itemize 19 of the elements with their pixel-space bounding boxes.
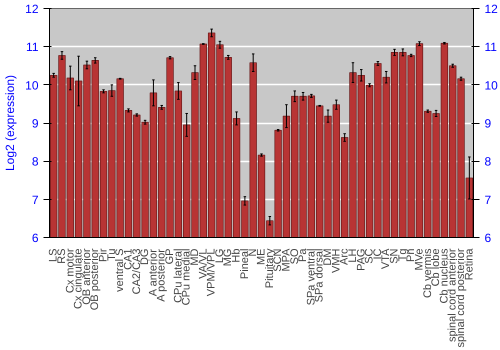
x-tick-label: Retina [463,248,476,280]
y-axis-title: Log2 (expression) [3,74,18,172]
y-tick-label: 7 [32,192,39,207]
x-tick-label: OB posterior [89,248,102,310]
y-tick-label: 6 [32,231,39,245]
x-tick-label: Tg [396,248,409,262]
y2-tick-label: 10 [484,78,498,92]
y-tick-label: 8 [32,154,39,169]
y2-tick-label: 7 [484,192,492,207]
y-tick-label: 9 [32,116,39,130]
y2-tick-label: 12 [484,2,498,16]
y2-tick-label: 11 [484,40,498,54]
x-tick-label: A posterior [156,248,168,302]
y-tick-label: 11 [26,40,39,54]
y2-tick-label: 9 [484,116,492,130]
y2-tick-label: 8 [484,154,492,169]
y-tick-label: 12 [25,2,39,16]
y-tick-label: 10 [25,78,39,92]
y2-tick-label: 6 [484,231,492,245]
